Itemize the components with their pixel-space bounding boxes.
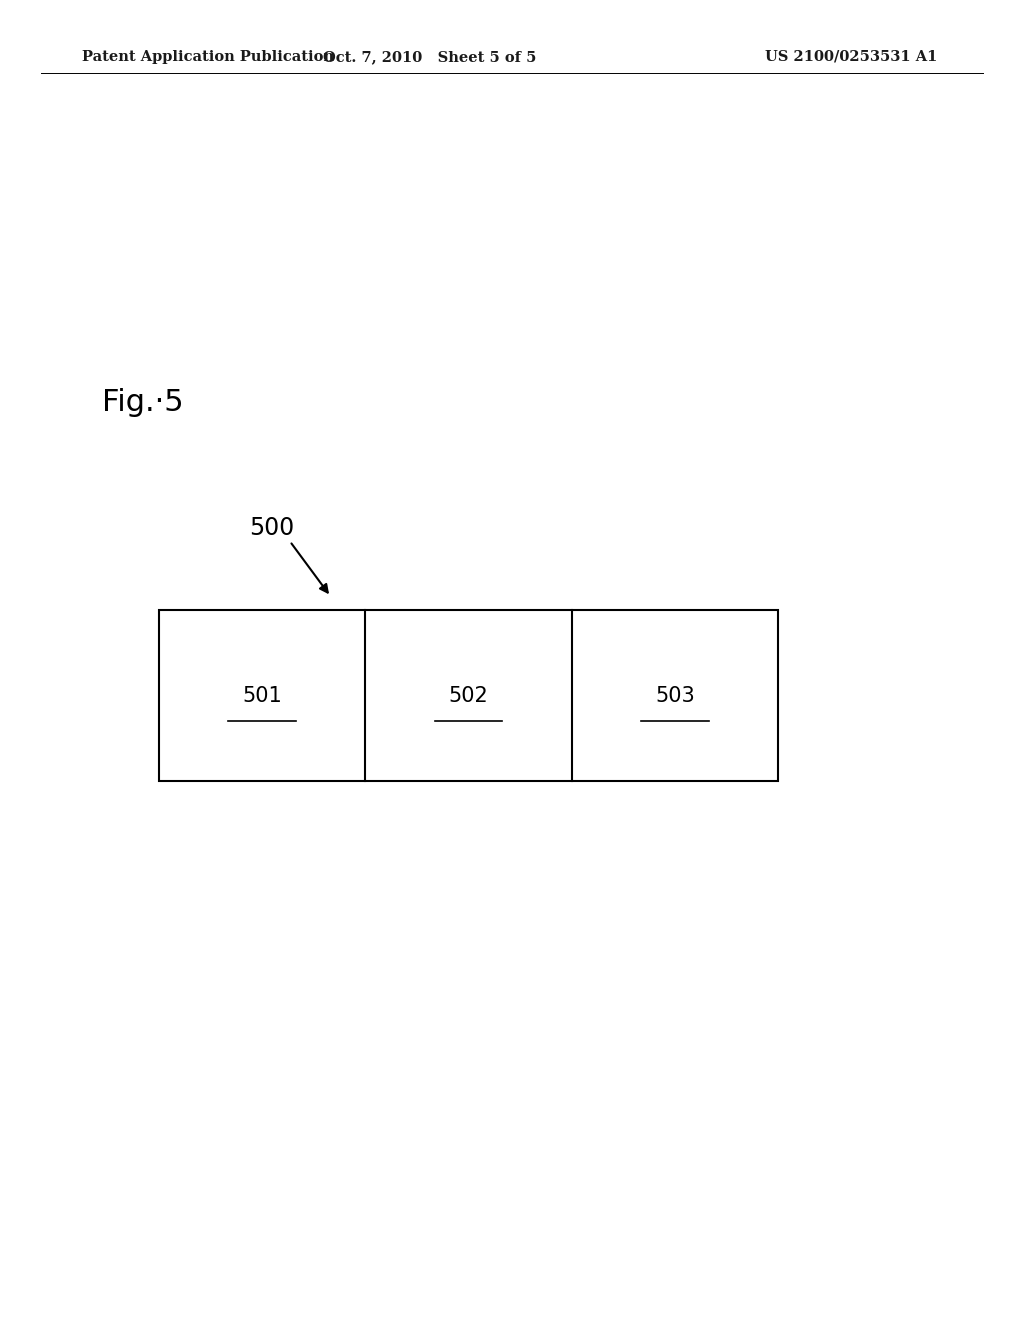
Text: 503: 503 <box>655 685 695 706</box>
Text: 501: 501 <box>242 685 282 706</box>
Text: 502: 502 <box>449 685 488 706</box>
Text: Oct. 7, 2010   Sheet 5 of 5: Oct. 7, 2010 Sheet 5 of 5 <box>324 50 537 63</box>
Text: US 2100/0253531 A1: US 2100/0253531 A1 <box>765 50 937 63</box>
Text: Patent Application Publication: Patent Application Publication <box>82 50 334 63</box>
Bar <box>159 610 778 781</box>
Text: Fig.·5: Fig.·5 <box>102 388 184 417</box>
Text: 500: 500 <box>249 516 294 540</box>
